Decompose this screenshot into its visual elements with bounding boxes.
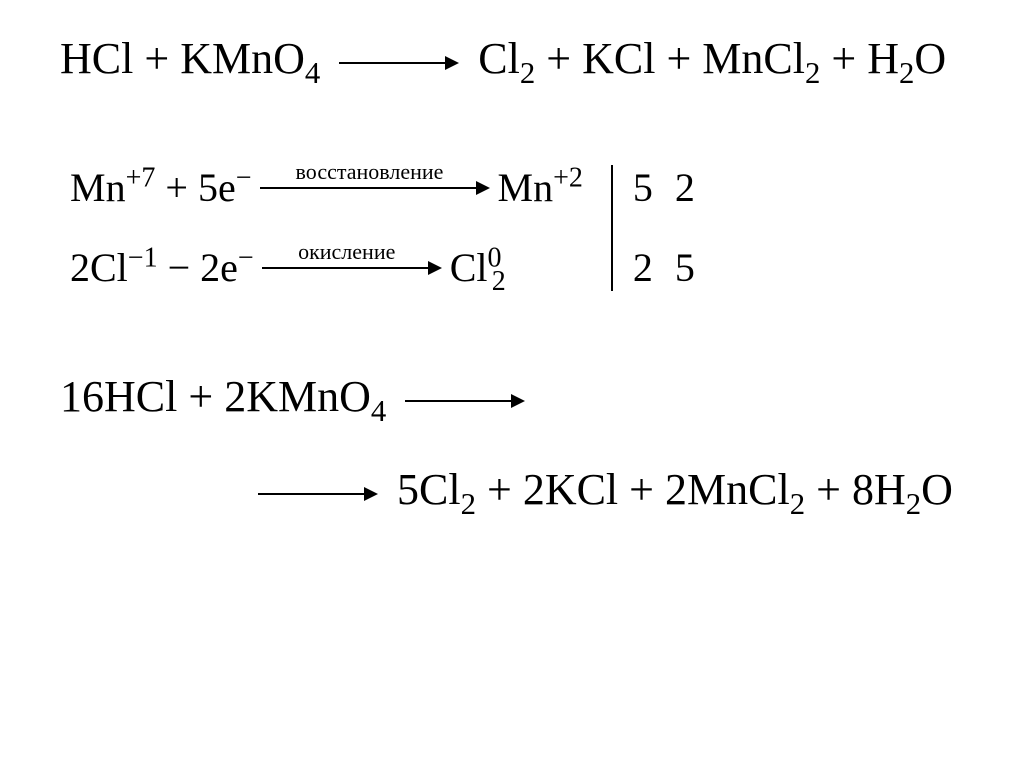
plus: + [546, 34, 582, 83]
coeff-5: 5 [397, 465, 419, 514]
plus: + [666, 34, 702, 83]
factor-2: 2 [675, 165, 695, 211]
reduction-arrow: восстановление [260, 168, 490, 208]
product-cl2: Cl2 [478, 34, 535, 83]
plus: + [816, 465, 852, 514]
cl-1-species: 2Cl−1 [70, 245, 158, 291]
coeff-2: 2 [523, 465, 545, 514]
reaction-arrow [405, 379, 525, 423]
product-kcl: KCl [545, 465, 618, 514]
oxidation-label: окисление [262, 239, 432, 264]
balance-factors: 5 2 2 5 [633, 165, 695, 291]
minus: − [158, 245, 201, 291]
reduction-half-reaction: Mn+7 + 5e− восстановление Mn+2 [70, 165, 583, 211]
equation-balanced-lhs: 16HCl + 2KMnO4 [60, 371, 964, 424]
electron-balance-block: Mn+7 + 5e− восстановление Mn+2 2Cl−1 − [70, 165, 964, 291]
page-root: HCl + KMnO4 Cl2 + KCl + MnCl2 + H2O Mn+7… [0, 0, 1024, 767]
oxidation-half-reaction: 2Cl−1 − 2e− окисление Cl02 [70, 245, 583, 291]
plus: + [831, 34, 867, 83]
half-reactions: Mn+7 + 5e− восстановление Mn+2 2Cl−1 − [70, 165, 583, 291]
reaction-arrow [258, 472, 378, 516]
reactant-hcl: HCl [104, 372, 177, 421]
coeff-2: 2 [224, 372, 246, 421]
product-h2o: H2O [874, 465, 953, 514]
product-kcl: KCl [582, 34, 655, 83]
product-cl2: Cl2 [419, 465, 476, 514]
electrons-2e: 2e− [200, 245, 254, 291]
reduction-label: восстановление [260, 159, 480, 184]
reduction-factors: 5 2 [633, 165, 695, 211]
product-mncl2: MnCl2 [687, 465, 805, 514]
coeff-2: 2 [665, 465, 687, 514]
oxidation-arrow: окисление [262, 248, 442, 288]
plus: + [188, 372, 224, 421]
factor-2: 2 [633, 245, 653, 291]
electrons-5e: 5e− [198, 165, 252, 211]
equation-balanced-rhs: 5Cl2 + 2KCl + 2MnCl2 + 8H2O [250, 464, 964, 517]
product-mncl2: MnCl2 [702, 34, 820, 83]
factor-5: 5 [633, 165, 653, 211]
mn2-species: Mn+2 [498, 165, 583, 211]
reaction-arrow [339, 41, 459, 85]
coeff-16: 16 [60, 372, 104, 421]
mn7-species: Mn+7 [70, 165, 155, 211]
plus: + [144, 34, 180, 83]
reactant-hcl: HCl [60, 34, 133, 83]
plus: + [629, 465, 665, 514]
equation-unbalanced: HCl + KMnO4 Cl2 + KCl + MnCl2 + H2O [60, 35, 964, 85]
oxidation-factors: 2 5 [633, 245, 695, 291]
plus: + [155, 165, 198, 211]
product-h2o: H2O [867, 34, 946, 83]
reactant-kmno4: KMnO4 [180, 34, 320, 83]
factor-5: 5 [675, 245, 695, 291]
coeff-8: 8 [852, 465, 874, 514]
plus: + [487, 465, 523, 514]
balance-divider [611, 165, 613, 291]
cl2-0-species: Cl02 [450, 245, 506, 291]
reactant-kmno4: KMnO4 [246, 372, 386, 421]
